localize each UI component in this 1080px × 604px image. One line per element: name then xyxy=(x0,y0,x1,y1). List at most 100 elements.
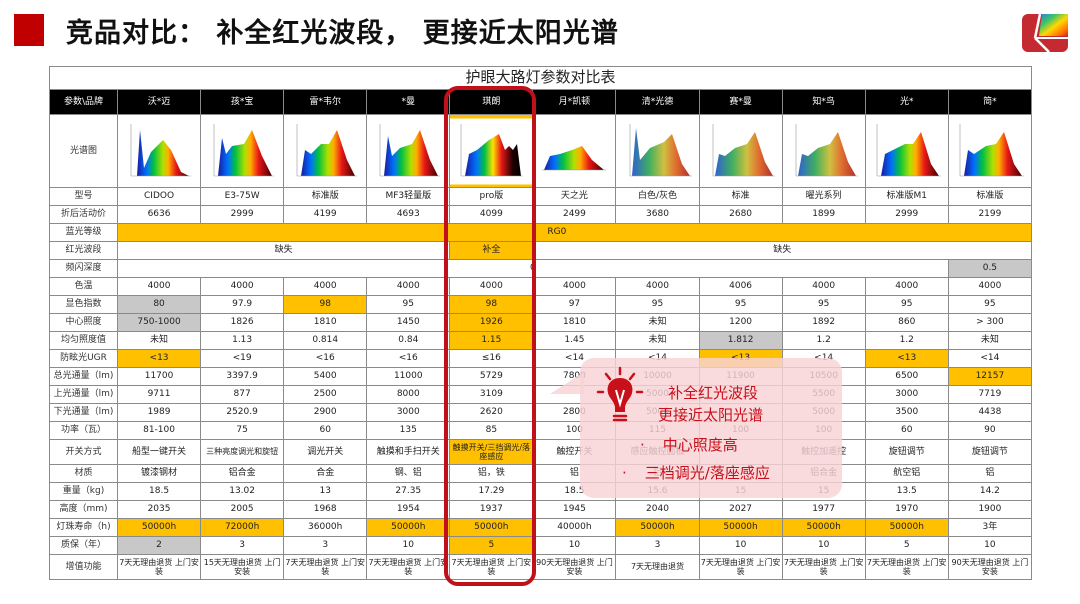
table-cell: MF3轻量版 xyxy=(366,187,451,206)
table-cell: 14.2 xyxy=(947,482,1033,501)
row-label: 高度（mm) xyxy=(49,500,118,519)
table-cell: 50000h xyxy=(781,518,866,537)
table-cell: 50000h xyxy=(615,518,700,537)
brand-header-row: 参数\品牌 沃*迈 孩*宝 雷*韦尔 *曼 琪朗 月*凯顿 清*光德 赛*曼 知… xyxy=(49,89,1033,115)
table-cell: 7天无理由退货 上门安装 xyxy=(116,554,202,580)
table-cell: 3000 xyxy=(366,403,451,422)
table-cell: 4000 xyxy=(615,277,700,296)
table-row: 下光通量（lm) 1989 2520.9 2900 3000 2620 2800… xyxy=(49,403,1033,422)
spectrum-chart xyxy=(200,114,285,188)
spectrum-chart-icon xyxy=(130,124,192,177)
table-cell: 4000 xyxy=(283,277,368,296)
table-row: 显色指数 80 97.9 98 95 98 97 95 95 95 95 95 xyxy=(49,295,1033,314)
row-label: 中心照度 xyxy=(49,313,118,332)
row-label: 红光波段 xyxy=(49,241,118,260)
row-label: 显色指数 xyxy=(49,295,118,314)
row-label: 折后活动价 xyxy=(49,205,118,224)
table-cell: 2500 xyxy=(283,385,368,404)
table-cell: 4438 xyxy=(947,403,1033,422)
table-cell: 10 xyxy=(947,536,1033,555)
table-cell: E3-75W xyxy=(200,187,285,206)
table-cell: 95 xyxy=(615,295,700,314)
table-cell: 1.2 xyxy=(864,331,949,350)
table-cell: 6636 xyxy=(116,205,202,224)
spectrum-chart xyxy=(781,114,866,188)
table-cell: 三种亮度调光和旋钮 xyxy=(200,439,285,465)
table-cell: 2620 xyxy=(449,403,534,422)
table-row: 总光通量（lm) 11700 3397.9 5400 11000 5729 78… xyxy=(49,367,1033,386)
table-cell: 未知 xyxy=(615,331,700,350)
table-cell: 3109 xyxy=(449,385,534,404)
table-cell: > 300 xyxy=(947,313,1033,332)
table-cell: 2680 xyxy=(698,205,783,224)
spectrum-chart-icon xyxy=(379,124,441,177)
spectrum-chart-icon xyxy=(712,124,775,177)
table-cell: 标准版M1 xyxy=(864,187,949,206)
brand-header: 清*光德 xyxy=(615,89,700,115)
table-cell: 1810 xyxy=(532,313,617,332)
table-cell: 60 xyxy=(864,421,949,440)
table-cell: 航空铝 xyxy=(864,464,949,483)
table-cell: 4000 xyxy=(532,277,617,296)
brand-header: 琪朗 xyxy=(449,89,534,115)
table-cell: 3500 xyxy=(864,403,949,422)
row-label: 防眩光UGR xyxy=(49,349,118,368)
table-cell-highlighted: 补全 xyxy=(449,241,534,260)
table-cell: 7天无理由退货 上门安装 xyxy=(698,554,783,580)
table-cell: 1945 xyxy=(532,500,617,519)
table-cell: 旋钮调节 xyxy=(864,439,949,465)
merged-cell: 缺失 xyxy=(532,241,1032,260)
table-cell: 1.812 xyxy=(698,331,783,350)
callout-bullet-text: 中心照度高 xyxy=(662,436,738,454)
spectrum-chart xyxy=(615,114,700,188)
table-row: 材质 镀漆钢材 铝合金 合金 钢、铝 铝，铁 铝 铝 铝合金 航空铝 铝 xyxy=(49,464,1033,483)
table-cell: 5729 xyxy=(449,367,534,386)
table-cell: 10 xyxy=(698,536,783,555)
table-cell: 10 xyxy=(532,536,617,555)
table-row: 重量（kg) 18.5 13.02 13 27.35 17.29 18.5 15… xyxy=(49,482,1033,501)
title-accent-square xyxy=(14,14,44,46)
table-row: 型号 CIDOO E3-75W 标准版 MF3轻量版 pro版 天之光 白色/灰… xyxy=(49,187,1033,206)
table-cell: 95 xyxy=(781,295,866,314)
table-caption: 护眼大路灯参数对比表 xyxy=(49,66,1032,90)
table-row: 上光通量（lm) 9711 877 2500 8000 3109 5000 55… xyxy=(49,385,1033,404)
table-row: 均匀照度值 未知 1.13 0.814 0.84 1.15 1.45 未知 1.… xyxy=(49,331,1033,350)
spectrum-chart-icon xyxy=(629,124,692,177)
table-cell: 1989 xyxy=(116,403,202,422)
table-cell: 标准版 xyxy=(283,187,368,206)
table-row: 质保（年） 2 3 3 10 5 10 3 10 10 5 10 xyxy=(49,536,1033,555)
table-cell: 3680 xyxy=(615,205,700,224)
spectrum-chart-icon xyxy=(795,124,858,177)
table-cell: 1200 xyxy=(698,313,783,332)
row-label: 下光通量（lm) xyxy=(49,403,118,422)
table-cell: 旋钮调节 xyxy=(947,439,1033,465)
table-cell: 11700 xyxy=(116,367,202,386)
table-cell: 触摸开关/三挡调光/落座感应 xyxy=(449,439,534,465)
spectrum-chart-icon xyxy=(461,124,524,177)
table-cell: 铝合金 xyxy=(200,464,285,483)
table-cell: 4000 xyxy=(200,277,285,296)
bullet-dot: · xyxy=(622,464,627,482)
table-cell: 未知 xyxy=(615,313,700,332)
table-cell: 7天无理由退货 上门安装 xyxy=(449,554,534,580)
merged-cell xyxy=(116,223,534,242)
table-cell: 50000h xyxy=(864,518,949,537)
table-cell: 50000h xyxy=(116,518,202,537)
table-cell: 船型一键开关 xyxy=(116,439,202,465)
table-cell: 7天无理由退货 xyxy=(615,554,700,580)
table-cell: 2499 xyxy=(532,205,617,224)
table-cell: 1.15 xyxy=(449,331,534,350)
table-cell: 3000 xyxy=(864,385,949,404)
table-cell: 12157 xyxy=(947,367,1033,386)
table-cell: 2520.9 xyxy=(200,403,285,422)
table-cell: 4099 xyxy=(449,205,534,224)
feature-callout: 补全红光波段 更接近太阳光谱 · 中心照度高 · 三档调光/落座感应 xyxy=(580,358,842,498)
table-cell: 2900 xyxy=(283,403,368,422)
slide-title: 竞品对比： 补全红光波段， 更接近太阳光谱 xyxy=(66,17,619,49)
table-cell: 天之光 xyxy=(532,187,617,206)
table-cell: <16 xyxy=(366,349,451,368)
table-cell: 90天无理由退货 上门安装 xyxy=(947,554,1033,580)
row-label: 总光通量（lm) xyxy=(49,367,118,386)
table-cell: 6500 xyxy=(864,367,949,386)
table-cell: 2005 xyxy=(200,500,285,519)
